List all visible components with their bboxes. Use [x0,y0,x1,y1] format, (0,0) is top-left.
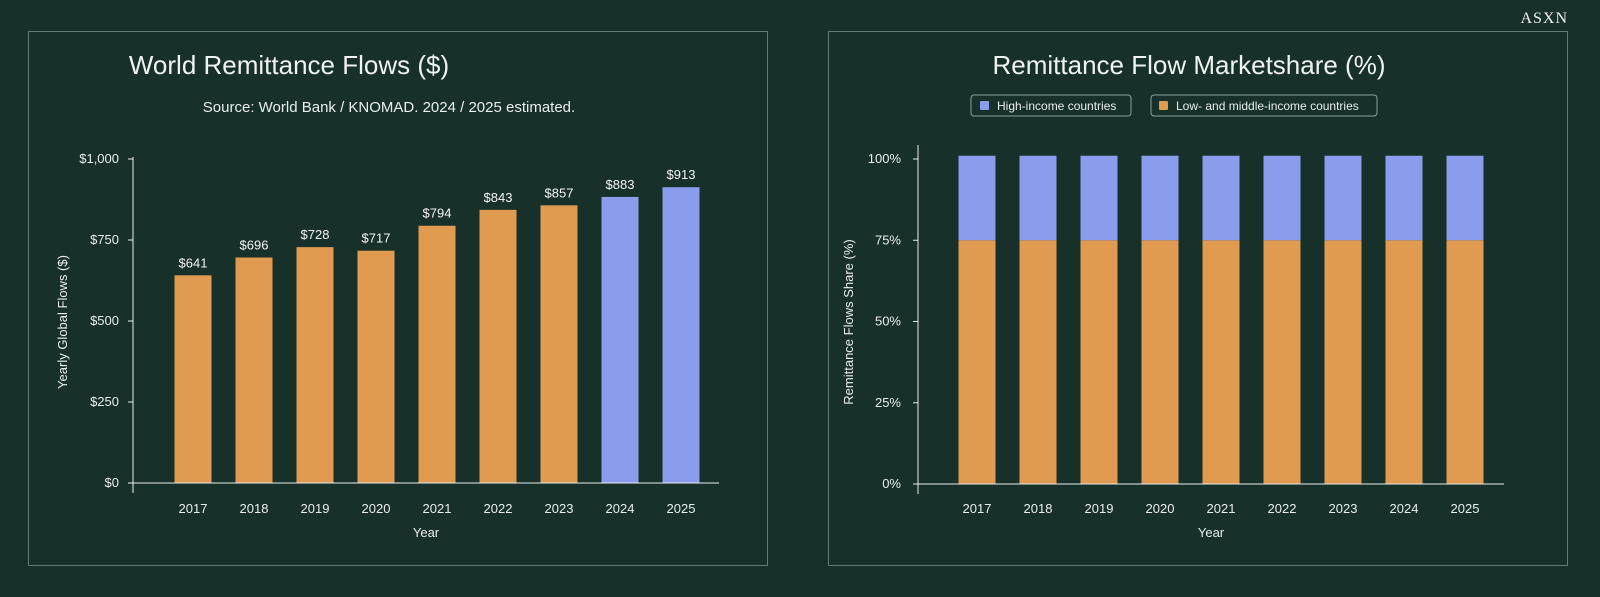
bar-2017-high-income-countries [958,155,996,241]
bar-2024-high-income-countries [1385,155,1423,241]
bar-2017-low-and-middle-income-countries [958,240,996,484]
bar-2022-high-income-countries [1263,155,1301,241]
bar-2019-low-and-middle-income-countries [1080,240,1118,484]
legend-label-high-income: High-income countries [997,99,1116,113]
data-label: $641 [179,255,208,270]
bar-2023-high-income-countries [1324,155,1362,241]
data-label: $728 [301,227,330,242]
data-label: $794 [423,206,452,221]
chart-title: Remittance Flow Marketshare (%) [993,50,1386,80]
y-tick-label: $0 [105,475,119,490]
marketshare-panel: Remittance Flow Marketshare (%) High-inc… [828,31,1568,566]
bar-2025 [662,187,700,484]
remittance-flows-panel: World Remittance Flows ($) Source: World… [28,31,768,566]
chart-subtitle: Source: World Bank / KNOMAD. 2024 / 2025… [203,99,575,116]
legend: High-income countries Low- and middle-in… [970,94,1378,117]
chart-title: World Remittance Flows ($) [129,50,449,80]
legend-swatch-high-income [980,101,989,110]
bar-2020 [357,250,395,483]
x-tick-label: 2024 [1390,501,1419,516]
x-axis-label: Year [413,525,440,540]
bar-2018-low-and-middle-income-countries [1019,240,1057,484]
bar-2021-low-and-middle-income-countries [1202,240,1240,484]
x-tick-label: 2023 [1329,501,1358,516]
x-tick-label: 2020 [362,501,391,516]
bar-2022-low-and-middle-income-countries [1263,240,1301,484]
remittance-flows-chart: World Remittance Flows ($) Source: World… [55,50,719,540]
x-tick-label: 2020 [1146,501,1175,516]
y-tick-label: 0% [882,476,901,491]
y-tick-label: $750 [90,232,119,247]
y-tick-label: 50% [875,314,901,329]
bar-2020-high-income-countries [1141,155,1179,241]
bar-2018 [235,257,273,483]
y-tick-label: $1,000 [79,151,119,166]
legend-box-low-middle-income [1150,94,1378,117]
bar-2019 [296,247,334,483]
data-label: $883 [606,177,635,192]
legend-swatch-low-middle-income [1159,101,1168,110]
bar-2023-low-and-middle-income-countries [1324,240,1362,484]
bar-2024-low-and-middle-income-countries [1385,240,1423,484]
marketshare-chart: Remittance Flow Marketshare (%) High-inc… [841,50,1504,540]
bar-2024 [601,196,639,483]
data-label: $696 [240,237,269,252]
x-tick-label: 2025 [1451,501,1480,516]
x-axis-label: Year [1198,525,1225,540]
y-tick-label: 75% [875,232,901,247]
x-tick-label: 2023 [545,501,574,516]
x-tick-label: 2022 [484,501,513,516]
x-tick-label: 2024 [606,501,635,516]
y-axis-label: Yearly Global Flows ($) [55,255,70,389]
x-tick-label: 2018 [1024,501,1053,516]
x-tick-label: 2021 [1207,501,1236,516]
y-tick-label: $500 [90,313,119,328]
brand-logo: ASXN [1520,10,1568,27]
y-tick-label: 25% [875,395,901,410]
legend-label-low-middle-income: Low- and middle-income countries [1176,99,1359,113]
bar-2018-high-income-countries [1019,155,1057,241]
bar-2017 [174,275,212,483]
y-tick-label: 100% [868,151,902,166]
data-label: $717 [362,231,391,246]
y-tick-label: $250 [90,394,119,409]
bar-2022 [479,209,517,484]
bar-2021 [418,225,456,483]
x-tick-label: 2025 [667,501,696,516]
data-label: $913 [667,167,696,182]
x-tick-label: 2018 [240,501,269,516]
x-tick-label: 2017 [179,501,208,516]
bar-2019-high-income-countries [1080,155,1118,241]
bar-2021-high-income-countries [1202,155,1240,241]
x-tick-label: 2022 [1268,501,1297,516]
y-axis-label: Remittance Flows Share (%) [841,239,856,404]
bar-2025-low-and-middle-income-countries [1446,240,1484,484]
data-label: $857 [545,185,574,200]
x-tick-label: 2017 [963,501,992,516]
x-tick-label: 2019 [1085,501,1114,516]
bar-2025-high-income-countries [1446,155,1484,241]
legend-box-high-income [970,94,1132,117]
bar-2020-low-and-middle-income-countries [1141,240,1179,484]
x-tick-label: 2021 [423,501,452,516]
x-tick-label: 2019 [301,501,330,516]
data-label: $843 [484,190,513,205]
bar-2023 [540,205,578,483]
